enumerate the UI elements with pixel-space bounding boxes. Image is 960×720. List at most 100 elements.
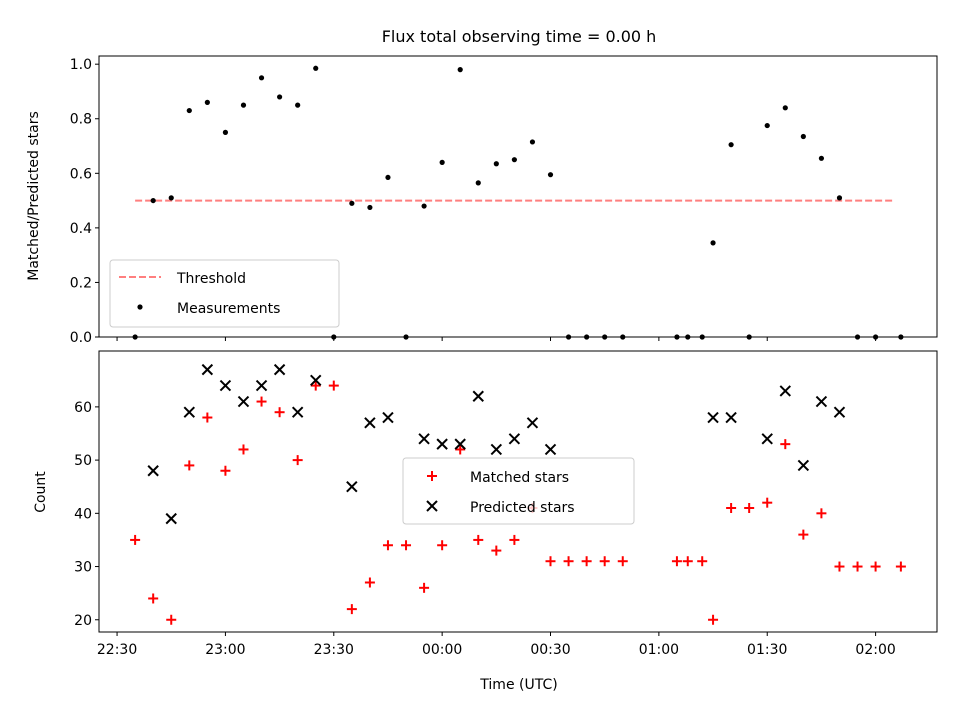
matched-star-point [346, 604, 357, 615]
x-b [490, 443, 503, 456]
measurement-point [295, 102, 301, 108]
predicted-star-point [454, 438, 466, 450]
predicted-star-point [544, 443, 557, 456]
predicted-star-point [779, 385, 792, 397]
predicted-star-point [273, 363, 286, 376]
chart-title: Flux total observing time = 0.00 h [382, 27, 657, 46]
x-b [165, 512, 177, 525]
x-b [508, 433, 521, 445]
predicted-star-point [490, 443, 503, 456]
ratio-legend: Threshold Measurements [109, 259, 340, 328]
ratio-y-tick-label: 1.0 [70, 57, 92, 73]
count-y-tick-label: 50 [74, 453, 92, 469]
matched-star-point [256, 396, 267, 407]
measurement-point [511, 157, 517, 163]
matched-star-point [671, 556, 682, 567]
x-tick-label: 23:30 [314, 642, 354, 658]
predicted-star-point [219, 379, 232, 392]
legend-matched-swatch [427, 471, 437, 481]
matched-star-point [895, 561, 906, 572]
matched-star-point [726, 502, 737, 513]
predicted-star-point [833, 406, 846, 418]
measurement-point [186, 107, 192, 114]
measurement-point [457, 67, 463, 73]
measurement-point [258, 75, 265, 81]
measurement-point [349, 200, 355, 206]
matched-star-point [238, 444, 249, 455]
measurement-point [240, 102, 247, 108]
matched-star-point [599, 556, 610, 567]
measurement-point [168, 195, 174, 201]
matched-star-point [581, 556, 592, 567]
predicted-star-point [761, 433, 773, 445]
matched-star-point [328, 380, 339, 391]
measurement-point [710, 240, 716, 246]
predicted-star-point [797, 459, 810, 472]
predicted-star-point [255, 379, 268, 392]
matched-star-point [202, 412, 213, 423]
x-tick-label: 00:00 [422, 642, 462, 658]
measurement-point [421, 203, 427, 209]
x-b [779, 385, 792, 397]
matched-star-point [274, 407, 285, 418]
ratio-plot-frame [98, 55, 938, 338]
ratio-y-tick-label: 0.2 [70, 275, 92, 291]
predicted-star-point [183, 406, 196, 418]
measurement-point [385, 174, 391, 181]
count-legend: Matched stars Predicted stars [402, 457, 635, 525]
x-b [436, 438, 448, 450]
x-b [219, 379, 232, 392]
predicted-star-point [472, 390, 484, 402]
legend-measurement-label: Measurements [177, 301, 280, 317]
predicted-star-point [436, 438, 448, 450]
predicted-star-point [725, 411, 737, 424]
measurement-point [313, 65, 319, 71]
count-y-axis-label: Count [33, 471, 49, 513]
measurement-point [782, 105, 788, 111]
x-b [815, 395, 828, 408]
matched-star-point [292, 455, 303, 466]
x-b [797, 459, 810, 472]
matched-star-point [697, 556, 708, 567]
legend-threshold-label: Threshold [176, 271, 246, 287]
matched-star-point [130, 534, 141, 545]
x-tick-label: 23:00 [205, 642, 245, 658]
x-b [761, 433, 773, 445]
matched-star-point [310, 380, 321, 391]
legend-predicted-swatch [426, 500, 438, 512]
x-b [454, 438, 466, 450]
measurement-point [222, 129, 229, 135]
matched-star-point [744, 502, 755, 513]
ratio-legend-box [109, 259, 340, 328]
x-b [201, 363, 214, 376]
x-b [426, 500, 438, 512]
x-b [183, 406, 196, 418]
count-legend-box [402, 457, 635, 525]
matched-star-point [545, 556, 556, 567]
matched-star-point [780, 439, 791, 450]
matched-star-point [762, 497, 773, 508]
count-y-tick-label: 60 [74, 400, 92, 416]
x-tick-label: 22:30 [97, 642, 137, 658]
x-b [418, 433, 430, 445]
count-y-tick-label: 40 [74, 506, 92, 522]
legend-predicted-label: Predicted stars [470, 500, 575, 516]
measurement-point [529, 139, 536, 145]
predicted-star-point [707, 411, 719, 424]
matched-star-point [509, 534, 520, 545]
measurement-point [818, 155, 825, 161]
predicted-star-point [291, 406, 304, 418]
measurement-point [204, 99, 210, 105]
matched-star-point [708, 614, 719, 625]
x-b [526, 417, 539, 429]
matched-star-point [834, 561, 845, 572]
x-b [364, 417, 376, 429]
predicted-star-point [237, 395, 250, 408]
measurement-point [439, 159, 445, 165]
measurement-point [150, 197, 156, 204]
matched-star-point [816, 508, 827, 519]
predicted-star-point [418, 433, 430, 445]
matched-star-point [382, 540, 393, 551]
matched-star-point [184, 460, 195, 471]
predicted-star-point [165, 512, 177, 525]
